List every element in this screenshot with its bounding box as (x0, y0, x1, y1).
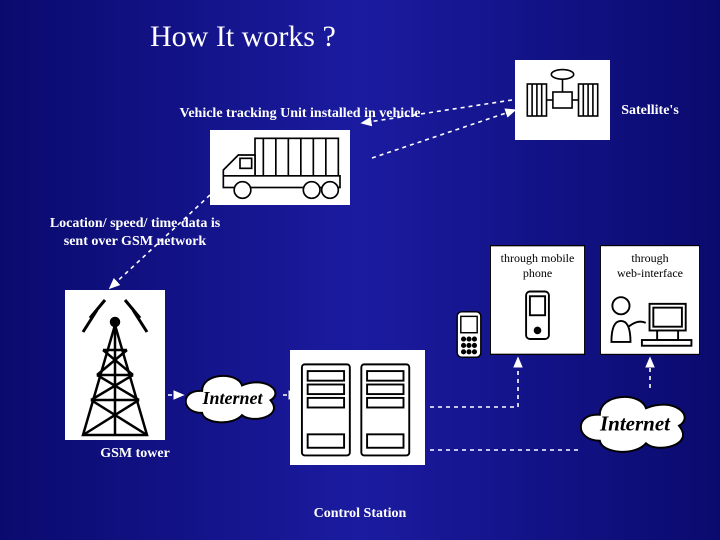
svg-text:Internet: Internet (201, 388, 263, 408)
web-access-label: through web-interface (600, 251, 700, 281)
label-control-station: Control Station (300, 505, 420, 523)
satellite-icon (515, 60, 610, 140)
phone-icon (455, 310, 483, 360)
internet-cloud-1: Internet (185, 370, 280, 425)
label-satellite: Satellite's (615, 102, 685, 120)
server-icon (290, 350, 425, 465)
label-gsm-tower: GSM tower (90, 445, 180, 463)
internet-cloud-2: Internet (580, 390, 690, 455)
mobile-access-label: through mobile phone (490, 251, 585, 281)
truck-icon (210, 130, 350, 205)
web-access-box: through web-interface (600, 245, 700, 355)
slide-title: How It works ? (150, 20, 336, 54)
label-vehicle-unit: Vehicle tracking Unit installed in vehic… (170, 105, 430, 123)
svg-text:Internet: Internet (599, 411, 671, 435)
gsm-tower-icon (65, 290, 165, 440)
label-data-sent: Location/ speed/ time data is sent over … (30, 215, 240, 250)
mobile-access-box: through mobile phone (490, 245, 585, 355)
